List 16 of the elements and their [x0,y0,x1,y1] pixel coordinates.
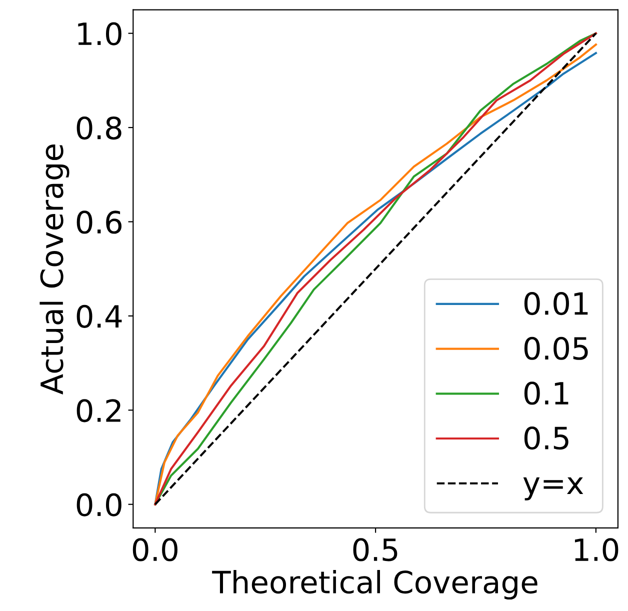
legend-label: y=x [523,477,584,500]
legend-label: 0.1 [524,382,568,405]
y-tick-label: 0.2 [76,399,120,422]
y-tick-label: 1.0 [78,22,122,46]
legend-label: 0.05 [524,336,588,360]
legend-label: 0.01 [524,292,588,316]
y-tick-label: 0.6 [76,210,122,234]
y-tick-label: 0.8 [76,116,122,140]
y-tick-label: 0.0 [76,493,122,516]
x-tick-label: 0.5 [353,538,398,562]
x-tick-label: 1.0 [574,538,618,562]
legend-label: 0.5 [524,426,568,450]
y-tick-label: 0.4 [76,304,122,328]
x-tick-label: 0.0 [132,538,178,562]
y-axis-title: Actual Coverage [40,144,70,395]
x-axis-title: Theoretical Coverage [212,570,538,600]
